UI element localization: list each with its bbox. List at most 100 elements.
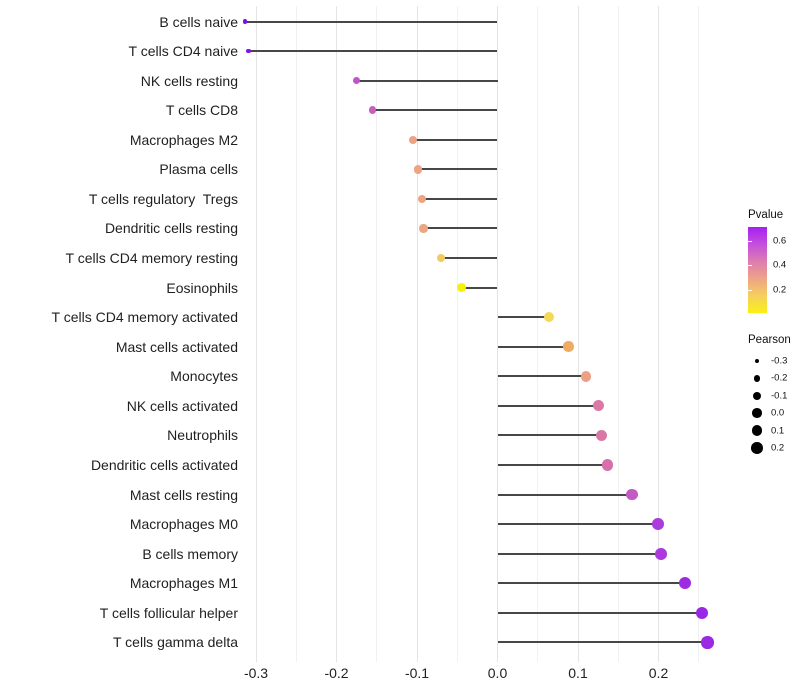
- gridline-minor: [456, 6, 458, 662]
- pvalue-tick-label: 0.2: [773, 284, 787, 296]
- gridline-major: [658, 6, 659, 662]
- lollipop-line: [441, 257, 498, 260]
- lollipop-line: [497, 375, 587, 378]
- pvalue-tick-label: 0.4: [773, 259, 787, 271]
- lollipop-dot: [655, 547, 667, 560]
- lollipop-dot: [651, 518, 664, 531]
- category-label: Monocytes: [170, 368, 238, 385]
- lollipop-line: [423, 227, 498, 230]
- lollipop-line: [497, 493, 632, 496]
- lollipop-dot: [436, 253, 446, 263]
- category-label: Neutrophils: [167, 427, 238, 444]
- colorbar-tick: [748, 241, 752, 243]
- category-label: Mast cells activated: [115, 338, 238, 355]
- lollipop-line: [461, 286, 498, 289]
- category-label: NK cells activated: [126, 397, 238, 414]
- lollipop-dot: [695, 606, 709, 620]
- lollipop-line: [356, 79, 498, 82]
- lollipop-dot: [563, 341, 574, 353]
- category-label: T cells CD4 memory activated: [51, 309, 238, 326]
- lollipop-line: [497, 404, 599, 407]
- gridline-minor: [698, 6, 700, 662]
- lollipop-dot: [580, 370, 592, 382]
- pearson-tick-label: 0.1: [771, 425, 785, 437]
- category-label: T cells follicular helper: [99, 604, 238, 621]
- lollipop-line: [248, 50, 498, 53]
- pvalue-colorbar: [748, 227, 767, 313]
- lollipop-line: [497, 434, 602, 437]
- gridline-minor: [376, 6, 378, 662]
- gridline-major: [416, 6, 418, 662]
- lollipop-dot: [701, 636, 714, 649]
- lollipop-dot: [595, 429, 607, 441]
- lollipop-line: [497, 582, 686, 585]
- pearson-tick-label: -0.2: [771, 372, 788, 384]
- lollipop-line: [412, 138, 498, 141]
- category-label: Dendritic cells activated: [90, 457, 238, 474]
- lollipop-dot: [417, 194, 426, 204]
- category-label: Eosinophils: [166, 279, 238, 296]
- x-tick-label: 0.1: [568, 665, 588, 681]
- category-label: Macrophages M0: [129, 516, 238, 533]
- lollipop-dot: [368, 106, 377, 114]
- pvalue-legend-title: Pvalue: [748, 209, 784, 221]
- lollipop-line: [244, 20, 498, 23]
- colorbar-tick: [748, 265, 752, 267]
- lollipop-dot: [456, 283, 466, 293]
- lollipop-line: [497, 611, 702, 614]
- pearson-tick-label: 0.0: [771, 407, 785, 419]
- pearson-legend-dot: [753, 375, 761, 382]
- gridline-minor: [295, 6, 297, 662]
- category-label: T cells CD4 memory resting: [65, 250, 238, 267]
- pearson-legend-dot: [751, 442, 763, 454]
- gridline-major: [255, 6, 257, 662]
- lollipop-dot: [246, 48, 252, 54]
- lollipop-dot: [242, 19, 247, 24]
- gridline-minor: [537, 6, 539, 662]
- pearson-legend-dot: [752, 408, 762, 418]
- lollipop-dot: [602, 459, 614, 471]
- x-tick-label: -0.1: [404, 665, 430, 681]
- pvalue-tick-label: 0.6: [773, 235, 787, 247]
- pearson-tick-label: -0.3: [771, 355, 788, 367]
- category-label: Mast cells resting: [129, 486, 238, 503]
- gridline-major: [577, 6, 579, 662]
- lollipop-line: [372, 109, 498, 112]
- pearson-tick-label: 0.2: [771, 442, 785, 454]
- category-label: Macrophages M2: [129, 131, 238, 148]
- lollipop-line: [497, 464, 608, 467]
- category-label: T cells gamma delta: [112, 634, 238, 651]
- pearson-legend-dot: [754, 358, 760, 364]
- lollipop-line: [497, 316, 550, 319]
- x-tick-label: 0.0: [487, 665, 508, 681]
- lollipop-line: [497, 345, 569, 348]
- gridline-major: [336, 6, 337, 662]
- x-tick-label: -0.3: [243, 665, 269, 681]
- lollipop-dot: [543, 312, 555, 323]
- lollipop-line: [497, 552, 661, 555]
- lollipop-dot: [413, 165, 422, 174]
- pearson-legend-dot: [751, 425, 763, 436]
- category-label: B cells naive: [159, 13, 238, 30]
- pearson-legend-title: Pearson: [748, 334, 791, 346]
- category-label: T cells CD4 naive: [128, 43, 238, 60]
- x-tick-label: -0.2: [324, 665, 349, 681]
- lollipop-dot: [408, 135, 418, 144]
- category-label: Plasma cells: [159, 161, 238, 178]
- lollipop-dot: [353, 77, 361, 85]
- colorbar-tick: [748, 289, 752, 291]
- pearson-tick-label: -0.1: [771, 390, 788, 402]
- lollipop-dot: [593, 400, 605, 412]
- lollipop-line: [421, 197, 498, 200]
- x-tick-label: 0.2: [648, 665, 669, 681]
- category-label: Macrophages M1: [129, 575, 238, 592]
- lollipop-line: [497, 641, 708, 644]
- lollipop-line: [417, 168, 498, 171]
- category-label: T cells CD8: [165, 102, 238, 119]
- gridline-major: [497, 6, 498, 662]
- category-label: NK cells resting: [140, 72, 238, 89]
- lollipop-line: [497, 523, 658, 526]
- lollipop-dot: [419, 224, 428, 233]
- category-label: T cells regulatory Tregs: [88, 190, 238, 207]
